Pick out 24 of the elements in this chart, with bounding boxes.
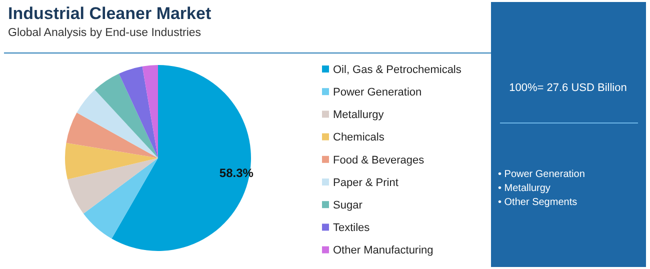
pie-slice (68, 158, 158, 214)
pie-slice (66, 112, 158, 158)
chart-subtitle: Global Analysis by End-use Industries (8, 27, 202, 39)
pie-slice (112, 65, 251, 251)
pie-slice (65, 142, 158, 180)
legend-label: Sugar (333, 200, 363, 212)
legend-label: Chemicals (333, 132, 385, 144)
legend-label: Paper & Print (333, 176, 398, 189)
chart-title: Industrial Cleaner Market (8, 4, 212, 23)
legend-label: Food & Beverages (333, 154, 425, 166)
pie-slice (83, 158, 158, 239)
legend-label: Oil, Gas & Petrochemicals (333, 64, 462, 76)
pie-slice (118, 66, 158, 158)
text: • Metallurgy (498, 183, 550, 194)
text: 100%= 27.6 USD Billion (509, 82, 627, 94)
legend-label: Power Generation (333, 86, 422, 99)
text: • Power Generation (498, 169, 585, 180)
pie-slice (76, 90, 158, 158)
pie-slice (142, 65, 158, 158)
text: • Other Segments (498, 197, 578, 208)
legend-label: Other Manufacturing (333, 244, 434, 257)
legend-label: Metallurgy (333, 109, 384, 122)
legend-label: Textiles (333, 222, 370, 234)
pie-slice (94, 74, 158, 158)
